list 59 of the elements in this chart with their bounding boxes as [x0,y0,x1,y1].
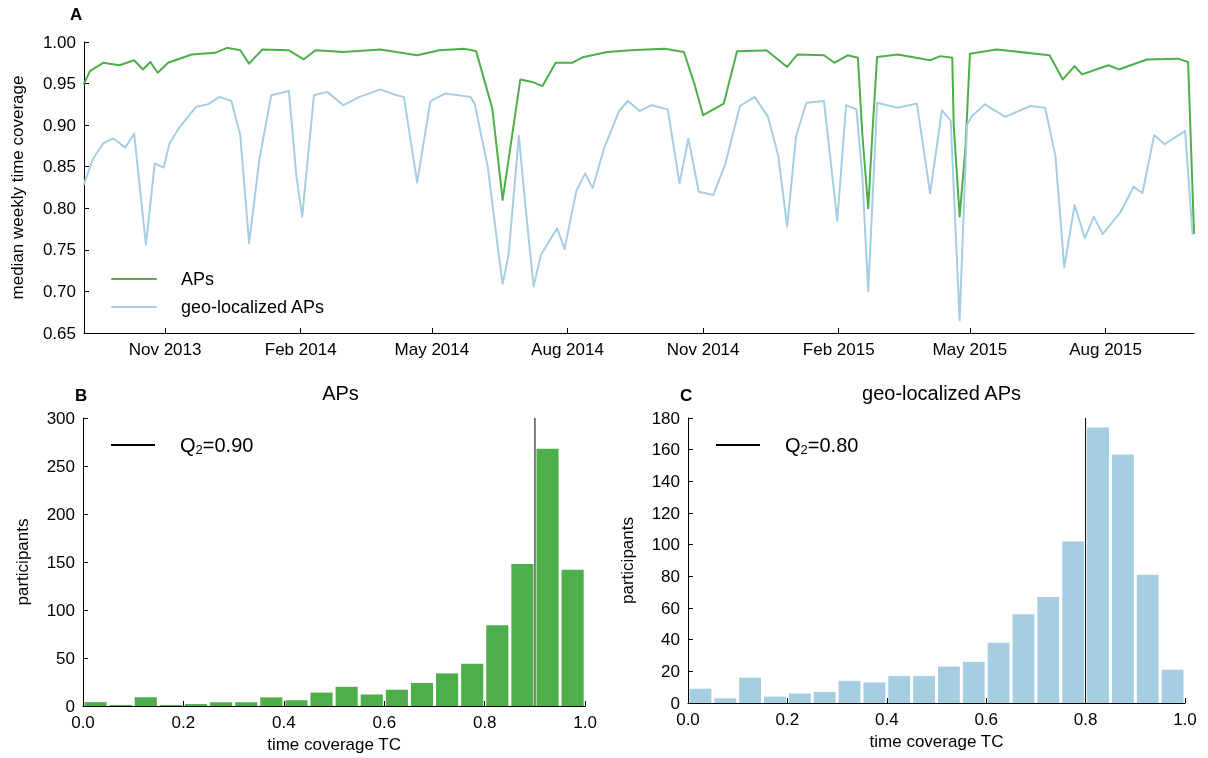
x-tick-label: 0.0 [676,710,700,729]
y-tick-label: 80 [661,566,680,586]
y-tick-label: 100 [651,535,680,555]
text: C [680,386,693,405]
y-tick-label: 0 [670,693,680,713]
x-tick-label: Feb 2015 [802,340,875,359]
x-axis-title: time coverage TC [869,732,1004,751]
y-tick-label: 1.00 [42,32,76,52]
x-tick-label: Nov 2014 [666,340,740,359]
x-tick-label: 0.6 [372,713,397,732]
y-tick-label: 0.65 [42,323,76,343]
y-tick-label: 0 [65,696,75,716]
ref-line-label: Q2=0.80 [785,434,859,457]
chart-title: APs [322,382,359,404]
y-tick-label: 0.95 [42,74,76,94]
x-tick-label: 0.0 [71,713,95,732]
x-tick-label: Aug 2015 [1069,340,1142,359]
x-tick-label: May 2015 [932,340,1008,359]
text: B [75,386,88,405]
x-axis-title: time coverage TC [267,735,402,754]
y-tick-label: 0.85 [42,157,76,177]
legend-label: geo-localized APs [181,297,325,317]
y-tick-label: 0.75 [42,240,76,260]
x-tick-label: 0.2 [171,713,196,732]
legend-label: APs [181,269,215,289]
x-tick-label: May 2014 [394,340,470,359]
y-tick-label: 40 [661,630,680,650]
y-axis-title: participants [13,518,32,606]
y-tick-label: 0.80 [42,198,76,218]
x-tick-label: 1.0 [1173,710,1197,729]
y-tick-label: 120 [651,503,680,523]
y-tick-label: 60 [661,598,680,618]
x-tick-label: 0.6 [974,710,999,729]
y-tick-label: 100 [46,600,75,620]
ref-line-label: Q2=0.90 [180,434,254,457]
y-tick-label: 250 [46,456,75,476]
x-tick-label: Nov 2013 [128,340,202,359]
x-tick-label: 0.8 [472,713,497,732]
y-tick-label: 0.90 [42,115,76,135]
y-tick-label: 20 [661,661,680,681]
x-tick-label: Aug 2014 [531,340,604,359]
y-tick-label: 150 [46,552,75,572]
x-tick-label: 0.4 [272,713,296,732]
x-tick-label: 1.0 [573,713,597,732]
y-tick-label: 140 [651,471,680,491]
y-tick-label: 300 [46,408,75,428]
y-axis-title: median weekly time coverage [8,75,27,300]
y-tick-label: 0.70 [42,281,76,301]
x-tick-label: 0.2 [775,710,800,729]
x-tick-label: 0.8 [1073,710,1098,729]
x-tick-label: Feb 2014 [264,340,337,359]
y-tick-label: 50 [56,648,75,668]
x-tick-label: 0.4 [874,710,899,729]
text: A [70,5,83,24]
y-tick-label: 180 [651,408,680,428]
y-axis-title: participants [618,517,637,604]
chart-title: geo-localized APs [862,382,1021,404]
y-tick-label: 200 [46,504,75,524]
y-tick-label: 160 [651,440,680,460]
